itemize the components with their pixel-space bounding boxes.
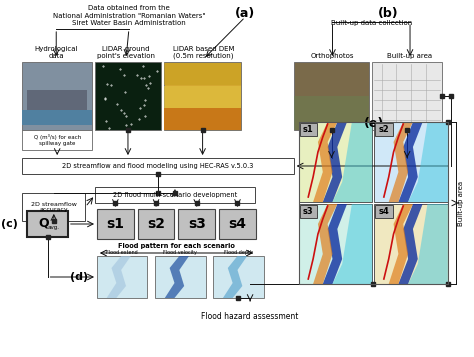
Polygon shape [107,256,131,298]
Text: Built-up area: Built-up area [458,180,465,226]
Bar [299,122,372,202]
Text: Flood extend: Flood extend [106,250,138,255]
Text: avg.: avg. [47,225,59,230]
Bar [22,110,92,125]
Text: Data obtained from the
National Administration "Romanian Waters"
Siret Water Bas: Data obtained from the National Administ… [53,5,205,26]
Polygon shape [323,204,347,284]
Polygon shape [313,122,337,202]
Bar [22,193,85,221]
Text: s4: s4 [228,217,246,231]
Bar [164,86,241,108]
Polygon shape [408,122,448,202]
Bar [299,204,372,284]
Bar [95,187,255,203]
Text: Orthophotos: Orthophotos [311,53,354,59]
Text: 2D streamflow and flood modeling using HEC-RAS v.5.0.3: 2D streamflow and flood modeling using H… [62,163,254,169]
Text: (d): (d) [71,272,89,282]
Text: 2D streamflow
accuracy: 2D streamflow accuracy [31,202,77,212]
Polygon shape [332,122,372,202]
Bar [27,90,87,115]
Polygon shape [398,204,423,284]
Polygon shape [332,204,372,284]
Text: (c): (c) [0,219,18,229]
Text: Q (m³/s) for each
spillway gate: Q (m³/s) for each spillway gate [34,134,81,146]
Bar [219,209,256,239]
Text: s3: s3 [303,206,314,216]
Polygon shape [408,204,448,284]
Bar [213,256,264,298]
Bar [294,96,369,130]
Text: s1: s1 [106,217,124,231]
Bar [300,205,317,218]
Text: s1: s1 [303,125,314,134]
Text: Hydrological
data: Hydrological data [35,46,78,59]
Bar [374,122,448,202]
Bar [97,256,147,298]
Text: s2: s2 [147,217,165,231]
Bar [164,63,241,85]
Bar [294,62,369,130]
Bar [374,204,448,284]
Text: (e): (e) [364,117,384,130]
Polygon shape [323,122,347,202]
Bar [137,209,174,239]
Bar [372,62,442,130]
Text: s3: s3 [188,217,206,231]
Text: Flood pattern for each scenario: Flood pattern for each scenario [118,243,235,249]
Polygon shape [389,204,413,284]
Text: LiDAR ground
point's elevation: LiDAR ground point's elevation [97,46,155,59]
Polygon shape [223,256,247,298]
Bar [300,123,317,136]
Polygon shape [389,122,413,202]
Text: (b): (b) [377,7,398,20]
Bar [164,108,241,130]
Bar [97,209,134,239]
Text: Flood velocity: Flood velocity [164,250,197,255]
Bar [299,122,448,284]
Bar [375,205,392,218]
Bar [22,62,92,130]
Text: LiDAR based DEM
(0.5m resolution): LiDAR based DEM (0.5m resolution) [173,45,234,59]
Text: (a): (a) [235,7,255,20]
Bar [95,62,161,130]
Bar [375,123,392,136]
Text: Flood hazard assessment: Flood hazard assessment [201,312,299,321]
Bar [155,256,206,298]
Text: Flood depth: Flood depth [224,250,253,255]
Text: s4: s4 [378,206,389,216]
Bar [27,211,68,237]
Text: s2: s2 [378,125,389,134]
Bar [22,130,92,150]
Polygon shape [313,204,337,284]
Bar [22,158,294,174]
Bar [164,62,241,130]
Text: 2D flood multi-scenario development: 2D flood multi-scenario development [113,192,237,198]
Polygon shape [165,256,189,298]
Text: Built-up area: Built-up area [387,53,433,59]
Bar [178,209,215,239]
Polygon shape [398,122,423,202]
Text: Q: Q [38,216,49,230]
Text: Built-up data collection: Built-up data collection [331,20,412,26]
